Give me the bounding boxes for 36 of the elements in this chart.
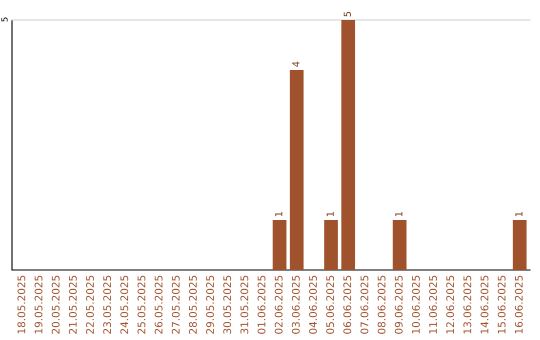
x-tick-label: 03.06.2025	[292, 276, 300, 334]
x-tick-label: 06.06.2025	[343, 276, 352, 334]
x-tick-label: 23.05.2025	[103, 276, 112, 334]
x-tick-label: 13.06.2025	[463, 276, 472, 334]
x-tick-label: 24.05.2025	[120, 276, 128, 334]
x-tick-label: 07.06.2025	[360, 276, 368, 334]
x-tick-label: 15.06.2025	[498, 276, 506, 334]
x-tick-label: 10.06.2025	[412, 276, 420, 334]
x-tick-label: 22.05.2025	[86, 276, 94, 334]
x-tick-label: 08.06.2025	[378, 276, 386, 334]
data-label: 4	[292, 62, 300, 67]
x-tick-label: 16.06.2025	[514, 276, 523, 334]
x-tick-label: 12.06.2025	[446, 276, 454, 334]
data-label: 1	[515, 212, 522, 216]
x-tick-label: 26.05.2025	[154, 276, 163, 334]
x-tick-label: 29.05.2025	[206, 276, 214, 334]
x-tick-label: 28.05.2025	[188, 276, 197, 334]
x-tick-label: 01.06.2025	[258, 276, 266, 334]
data-label: 1	[275, 212, 282, 216]
x-tick-label: 02.06.2025	[274, 276, 283, 334]
x-tick-label: 19.05.2025	[34, 276, 42, 334]
x-tick-label: 11.06.2025	[429, 276, 437, 334]
x-tick-label: 30.05.2025	[223, 276, 232, 334]
x-tick-label: 21.05.2025	[68, 276, 77, 334]
data-label: 1	[326, 212, 334, 216]
x-tick-label: 09.06.2025	[394, 276, 403, 334]
data-label: 5	[344, 12, 352, 16]
data-label: 1	[395, 212, 402, 216]
x-tick-label: 27.05.2025	[172, 276, 180, 334]
x-tick-label: 20.05.2025	[52, 276, 60, 334]
x-tick-label: 31.05.2025	[240, 276, 248, 334]
x-tick-label: 04.06.2025	[309, 276, 317, 334]
x-tick-label: 18.05.2025	[17, 276, 26, 334]
x-tick-label: 05.06.2025	[326, 276, 334, 334]
x-tick-label: 25.05.2025	[138, 276, 146, 334]
x-tick-label: 14.06.2025	[480, 276, 488, 334]
